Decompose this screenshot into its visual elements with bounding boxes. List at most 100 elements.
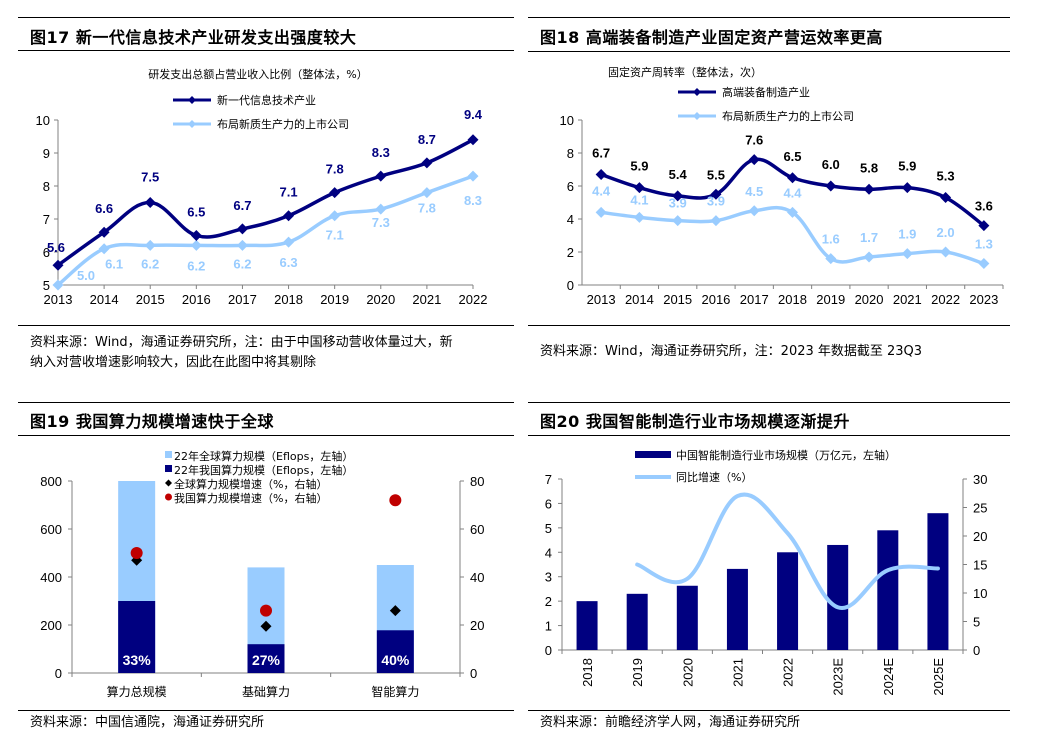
x-tick-label: 2015 [136, 292, 165, 307]
data-point-1 [283, 236, 295, 248]
data-point-1 [375, 203, 387, 215]
data-label: 1.6 [822, 232, 840, 247]
data-label: 7.1 [326, 228, 344, 243]
data-label: 2.0 [937, 225, 955, 240]
x-tick-label: 2023E [831, 658, 846, 696]
fig18-source-rule [528, 325, 1010, 326]
data-point-0 [787, 172, 798, 184]
marker-china-growth [260, 604, 272, 617]
fig19-source-line-1: 资料来源：中国信通院，海通证券研究所 [30, 715, 265, 730]
data-point-1 [467, 170, 479, 182]
data-point-0 [595, 168, 607, 180]
x-tick-label: 2014 [625, 292, 654, 307]
legend-bar-swatch [635, 451, 671, 458]
bar-market-size [827, 544, 849, 650]
x-tick-label: 2021 [730, 658, 745, 687]
x-tick-label: 2020 [680, 658, 695, 687]
y2-tick-label: 25 [973, 501, 987, 516]
bar-china [118, 601, 156, 673]
y-tick-label: 8 [43, 179, 50, 194]
fig18-title: 图18 高端装备制造产业固定资产营运效率更高 [540, 28, 883, 47]
y-tick-label: 10 [560, 113, 574, 128]
data-point-1 [748, 205, 760, 217]
data-point-1 [978, 258, 990, 270]
data-label: 5.9 [630, 159, 648, 174]
x-tick-label: 2017 [740, 292, 769, 307]
x-tick-label: 2024E [881, 658, 896, 696]
chart-subtitle: 研发支出总额占营业收入比例（整体法，%） [148, 67, 367, 81]
bar-market-size [626, 593, 648, 650]
data-label: 6.1 [105, 257, 123, 272]
legend-swatch [165, 451, 172, 458]
bar-share-label: 33% [123, 652, 152, 668]
y-tick-label: 4 [545, 545, 552, 560]
x-tick-label: 2023 [969, 292, 998, 307]
data-point-0 [467, 134, 479, 146]
data-point-0 [375, 170, 387, 182]
data-point-0 [978, 220, 990, 232]
data-point-1 [98, 243, 110, 255]
data-label: 8.3 [372, 145, 390, 160]
data-point-1 [710, 215, 722, 227]
data-point-0 [633, 182, 645, 194]
x-tick-label: 2015 [663, 292, 692, 307]
y-tick-label: 4 [567, 212, 574, 227]
fig20-source-rule [528, 710, 1010, 711]
y-tick-label: 600 [40, 522, 62, 537]
x-tick-label: 2018 [580, 658, 595, 687]
y2-tick-label: 15 [973, 558, 987, 573]
data-label: 1.3 [975, 237, 993, 252]
legend-label: 布局新质生产力的上市公司 [217, 117, 349, 131]
data-point-1 [863, 251, 875, 263]
legend-marker-icon [693, 88, 701, 96]
data-label: 4.5 [745, 184, 763, 199]
bar-market-size [726, 568, 748, 650]
x-tick-label: 2018 [274, 292, 303, 307]
legend-diamond-icon [165, 479, 172, 487]
y-tick-label: 10 [36, 113, 50, 128]
legend-marker-icon [188, 96, 196, 104]
legend-label: 全球算力规模增速（%，右轴） [174, 477, 327, 491]
data-label: 1.7 [860, 230, 878, 245]
data-label: 5.8 [860, 160, 878, 175]
data-point-1 [329, 210, 341, 222]
data-point-0 [329, 187, 341, 199]
data-label: 5.3 [937, 169, 955, 184]
data-label: 7.1 [280, 185, 298, 200]
x-tick-label: 基础算力 [242, 684, 290, 699]
data-label: 4.4 [592, 183, 611, 198]
y-tick-label: 0 [567, 278, 574, 293]
legend-label: 同比增速（%） [676, 470, 752, 484]
data-point-1 [144, 239, 156, 251]
y2-tick-label: 40 [470, 570, 484, 585]
x-tick-label: 2022 [781, 658, 796, 687]
y-tick-label: 3 [545, 570, 552, 585]
y2-tick-label: 5 [973, 615, 980, 630]
legend-label: 布局新质生产力的上市公司 [722, 109, 854, 123]
legend-label: 中国智能制造行业市场规模（万亿元，左轴） [676, 448, 896, 462]
x-tick-label: 2013 [587, 292, 616, 307]
y-tick-label: 800 [40, 474, 62, 489]
data-point-0 [825, 180, 837, 192]
data-label: 7.8 [418, 201, 436, 216]
bar-share-label: 27% [252, 652, 281, 668]
data-point-1 [236, 239, 248, 251]
data-label: 4.1 [630, 192, 648, 207]
x-tick-label: 2019 [630, 658, 645, 687]
chart-subtitle: 固定资产周转率（整体法，次） [608, 65, 762, 79]
data-point-1 [595, 206, 607, 218]
legend-label: 22年全球算力规模（Eflops，左轴） [174, 449, 353, 463]
bar-market-size [576, 601, 598, 650]
data-label: 5.6 [47, 240, 65, 255]
fig17-source: 资料来源：Wind，海通证券研究所，注：由于中国移动营收体量过大，新 纳入对营收… [30, 333, 453, 373]
marker-china-growth [130, 547, 143, 559]
x-tick-label: 2025E [931, 658, 946, 696]
fig17-source-rule [18, 325, 514, 326]
legend-label: 高端装备制造产业 [722, 85, 810, 99]
data-label: 5.9 [898, 159, 916, 174]
data-label: 3.9 [669, 196, 687, 211]
y-tick-label: 8 [567, 146, 574, 161]
y-tick-label: 9 [43, 146, 50, 161]
bar-market-size [777, 552, 799, 650]
